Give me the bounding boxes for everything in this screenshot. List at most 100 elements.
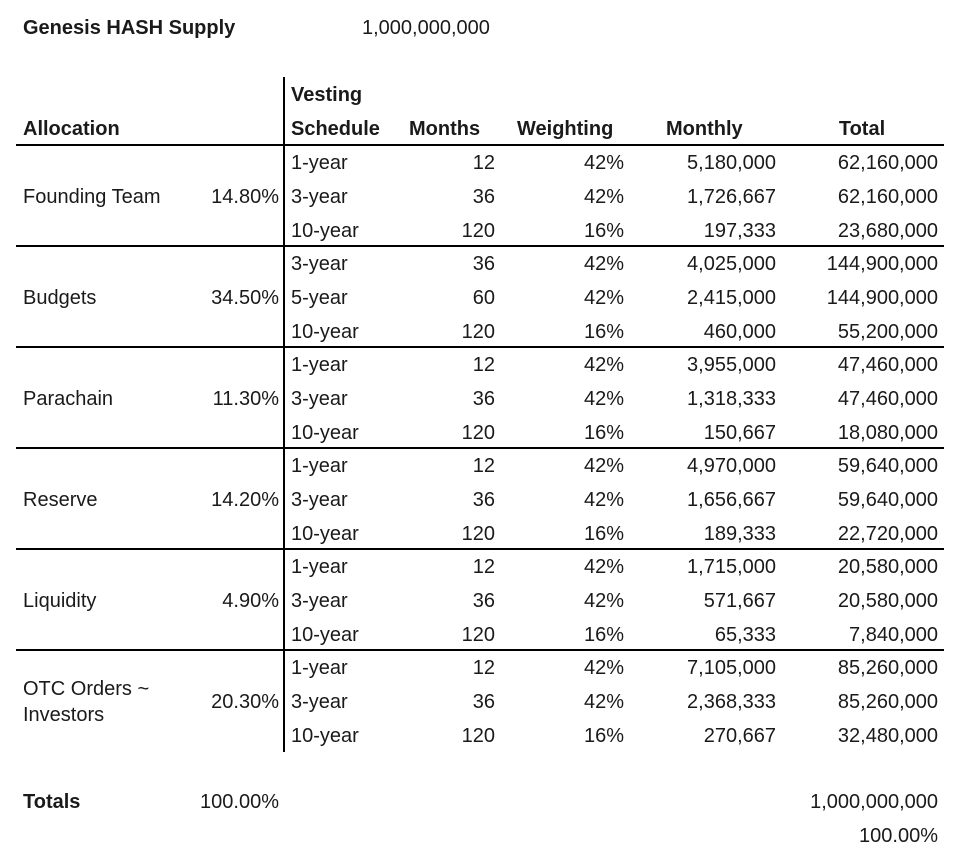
table-row: 10-year 120 16% 189,333 22,720,000 — [0, 517, 968, 551]
schedule-cell: 3-year — [291, 186, 348, 208]
totals-value: 1,000,000,000 — [810, 791, 938, 813]
weighting-cell: 42% — [583, 556, 624, 578]
table-row: 1-year 12 42% 5,180,000 62,160,000 — [0, 146, 968, 180]
allocation-name: Investors — [23, 704, 105, 726]
schedule-cell: 10-year — [291, 523, 359, 545]
table-row: 1-year 12 42% 3,955,000 47,460,000 — [0, 348, 968, 382]
monthly-cell: 197,333 — [703, 220, 776, 242]
group-rule — [16, 649, 944, 651]
total-cell: 144,900,000 — [826, 287, 938, 309]
table-row: 1-year 12 42% 7,105,000 85,260,000 — [0, 651, 968, 685]
group-rule — [16, 245, 944, 247]
table-row: 1-year 12 42% 1,715,000 20,580,000 — [0, 550, 968, 584]
monthly-cell: 5,180,000 — [687, 152, 776, 174]
allocation-percent: 34.50% — [211, 287, 279, 309]
allocation-name: OTC Orders ~ — [23, 678, 150, 700]
total-cell: 55,200,000 — [837, 321, 938, 343]
table-row: 3-year 36 42% 1,318,333 47,460,000 — [0, 382, 968, 416]
group-rule — [16, 548, 944, 550]
allocation-group: Founding Team 14.80% 1-year 12 42% 5,180… — [0, 146, 968, 245]
monthly-cell: 189,333 — [703, 523, 776, 545]
allocation-percent: 20.30% — [211, 691, 279, 713]
schedule-cell: 3-year — [291, 590, 348, 612]
col-header-total: Total — [838, 118, 886, 140]
months-cell: 120 — [461, 220, 495, 242]
allocation-group: Parachain 11.30% 1-year 12 42% 3,955,000… — [0, 348, 968, 447]
months-cell: 120 — [461, 725, 495, 747]
table-row: 10-year 120 16% 270,667 32,480,000 — [0, 719, 968, 753]
total-cell: 85,260,000 — [837, 657, 938, 679]
weighting-cell: 16% — [583, 624, 624, 646]
totals-label: Totals — [23, 791, 81, 813]
group-rule — [16, 346, 944, 348]
schedule-cell: 10-year — [291, 321, 359, 343]
table-row: 3-year 36 42% 1,656,667 59,640,000 — [0, 483, 968, 517]
total-cell: 20,580,000 — [837, 556, 938, 578]
months-cell: 120 — [461, 321, 495, 343]
schedule-cell: 10-year — [291, 422, 359, 444]
table-row: 3-year 36 42% 571,667 20,580,000 — [0, 584, 968, 618]
total-cell: 144,900,000 — [826, 253, 938, 275]
table-row: 3-year 36 42% 2,368,333 85,260,000 — [0, 685, 968, 719]
schedule-cell: 1-year — [291, 354, 348, 376]
total-cell: 18,080,000 — [837, 422, 938, 444]
allocation-group: Liquidity 4.90% 1-year 12 42% 1,715,000 … — [0, 550, 968, 649]
allocation-name: Liquidity — [23, 590, 97, 612]
schedule-cell: 1-year — [291, 556, 348, 578]
allocation-percent: 14.20% — [211, 489, 279, 511]
weighting-cell: 42% — [583, 354, 624, 376]
schedule-cell: 3-year — [291, 489, 348, 511]
schedule-divider — [283, 77, 285, 752]
monthly-cell: 1,318,333 — [687, 388, 776, 410]
table-row: 5-year 60 42% 2,415,000 144,900,000 — [0, 281, 968, 315]
weighting-cell: 16% — [583, 321, 624, 343]
monthly-cell: 7,105,000 — [687, 657, 776, 679]
months-cell: 120 — [461, 422, 495, 444]
total-cell: 47,460,000 — [837, 388, 938, 410]
total-cell: 22,720,000 — [837, 523, 938, 545]
weighting-cell: 42% — [583, 186, 624, 208]
total-cell: 32,480,000 — [837, 725, 938, 747]
allocation-name: Founding Team — [23, 186, 161, 208]
total-cell: 85,260,000 — [837, 691, 938, 713]
monthly-cell: 3,955,000 — [687, 354, 776, 376]
weighting-cell: 42% — [583, 253, 624, 275]
schedule-cell: 1-year — [291, 455, 348, 477]
months-cell: 36 — [472, 253, 495, 275]
schedule-cell: 3-year — [291, 691, 348, 713]
allocation-percent: 11.30% — [212, 388, 279, 410]
weighting-cell: 42% — [583, 388, 624, 410]
months-cell: 36 — [472, 489, 495, 511]
col-header-monthly: Monthly — [666, 118, 743, 140]
weighting-cell: 42% — [583, 152, 624, 174]
allocation-group: Budgets 34.50% 3-year 36 42% 4,025,000 1… — [0, 247, 968, 346]
col-header-vesting: Vesting — [291, 84, 363, 106]
weighting-cell: 16% — [583, 422, 624, 444]
total-cell: 23,680,000 — [837, 220, 938, 242]
weighting-cell: 42% — [583, 455, 624, 477]
supply-value: 1,000,000,000 — [362, 17, 490, 39]
weighting-cell: 42% — [583, 590, 624, 612]
monthly-cell: 1,715,000 — [687, 556, 776, 578]
schedule-cell: 10-year — [291, 220, 359, 242]
table-row: 10-year 120 16% 150,667 18,080,000 — [0, 416, 968, 450]
allocation-group: Reserve 14.20% 1-year 12 42% 4,970,000 5… — [0, 449, 968, 548]
total-cell: 59,640,000 — [837, 489, 938, 511]
allocation-group: OTC Orders ~ Investors 20.30% 1-year 12 … — [0, 651, 968, 751]
months-cell: 120 — [461, 624, 495, 646]
schedule-cell: 1-year — [291, 657, 348, 679]
table-row: 3-year 36 42% 4,025,000 144,900,000 — [0, 247, 968, 281]
table-row: 10-year 120 16% 460,000 55,200,000 — [0, 315, 968, 349]
total-cell: 59,640,000 — [837, 455, 938, 477]
months-cell: 36 — [472, 186, 495, 208]
monthly-cell: 1,656,667 — [687, 489, 776, 511]
months-cell: 12 — [472, 455, 495, 477]
allocation-percent: 4.90% — [222, 590, 279, 612]
monthly-cell: 2,368,333 — [687, 691, 776, 713]
weighting-cell: 16% — [583, 725, 624, 747]
allocation-name: Reserve — [23, 489, 98, 511]
supply-label: Genesis HASH Supply — [23, 17, 236, 39]
table-row: 3-year 36 42% 1,726,667 62,160,000 — [0, 180, 968, 214]
group-rule — [16, 447, 944, 449]
total-cell: 47,460,000 — [837, 354, 938, 376]
